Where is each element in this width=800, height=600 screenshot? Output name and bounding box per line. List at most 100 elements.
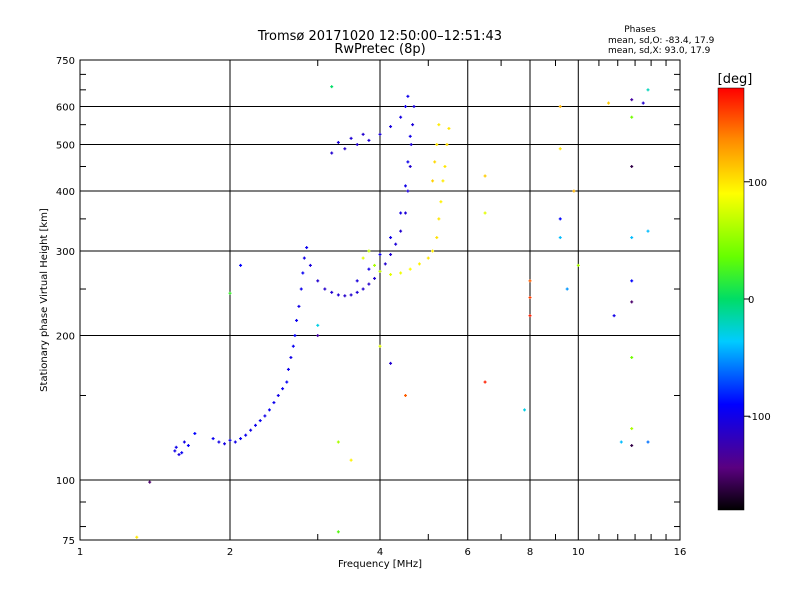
x-axis: 1 2 4 6 8 10 16 xyxy=(77,60,687,558)
data-point xyxy=(399,271,403,275)
data-point xyxy=(408,267,412,271)
colorbar xyxy=(717,87,745,511)
data-point xyxy=(378,269,382,273)
y-tick-label: 75 xyxy=(62,536,75,547)
data-point xyxy=(186,444,190,448)
data-point xyxy=(173,449,177,453)
data-point xyxy=(630,236,634,240)
phases-o-stats: mean, sd,O: -83.4, 17.9 xyxy=(608,36,715,46)
data-point xyxy=(619,440,623,444)
data-point xyxy=(378,344,382,348)
data-point xyxy=(389,273,393,277)
data-point xyxy=(286,367,290,371)
phases-header: Phases xyxy=(624,25,656,35)
data-point xyxy=(349,458,353,462)
data-point xyxy=(182,440,186,444)
data-point xyxy=(431,179,435,183)
x-tick-label: 2 xyxy=(227,547,233,558)
data-point xyxy=(565,287,569,291)
data-point xyxy=(417,262,421,266)
data-point xyxy=(244,433,248,437)
data-point xyxy=(399,229,403,233)
data-point xyxy=(323,287,327,291)
x-tick-label: 4 xyxy=(377,547,383,558)
grid xyxy=(80,60,680,540)
data-point xyxy=(373,276,377,280)
data-point xyxy=(439,200,443,204)
data-point xyxy=(409,143,413,147)
data-point xyxy=(361,287,365,291)
data-point xyxy=(308,263,312,267)
data-point xyxy=(426,256,430,260)
data-point xyxy=(343,147,347,151)
data-point xyxy=(299,287,303,291)
data-point xyxy=(630,444,634,448)
data-point xyxy=(399,115,403,119)
data-point xyxy=(412,105,416,109)
data-point xyxy=(249,428,253,432)
data-point xyxy=(239,437,243,441)
data-point xyxy=(174,445,178,449)
data-point xyxy=(394,242,398,246)
colorbar-tick-label: 100 xyxy=(748,178,767,189)
chart-title: Tromsø 20171020 12:50:00–12:51:43 xyxy=(257,29,502,44)
data-point xyxy=(630,115,634,119)
data-point xyxy=(293,334,297,338)
data-point xyxy=(316,323,320,327)
data-point xyxy=(367,267,371,271)
data-point xyxy=(355,143,359,147)
x-tick-label: 10 xyxy=(572,547,585,558)
y-tick-label: 400 xyxy=(56,187,75,198)
data-point xyxy=(355,290,359,294)
colorbar-tick-label: 0 xyxy=(748,295,754,306)
data-point xyxy=(285,380,289,384)
data-point xyxy=(330,151,334,155)
data-point xyxy=(223,442,227,446)
data-point xyxy=(437,123,441,127)
data-point xyxy=(316,279,320,283)
data-point xyxy=(135,535,139,539)
data-point xyxy=(305,246,309,250)
data-point xyxy=(389,125,393,129)
data-point xyxy=(433,160,437,164)
data-point xyxy=(406,160,410,164)
data-point xyxy=(558,147,562,151)
data-point xyxy=(180,451,184,455)
data-point xyxy=(443,164,447,168)
y-tick-label: 200 xyxy=(56,332,75,343)
data-point xyxy=(646,440,650,444)
data-point xyxy=(389,361,393,365)
data-point xyxy=(441,179,445,183)
data-point xyxy=(630,98,634,102)
data-point xyxy=(193,432,197,436)
data-point xyxy=(483,174,487,178)
data-point xyxy=(406,94,410,98)
data-point xyxy=(558,217,562,221)
data-point xyxy=(383,262,387,266)
data-point xyxy=(177,453,181,457)
plot-frame xyxy=(79,59,681,541)
data-point xyxy=(336,140,340,144)
data-point xyxy=(301,271,305,275)
data-point xyxy=(349,136,353,140)
data-point xyxy=(336,440,340,444)
colorbar-label: [deg] xyxy=(718,72,753,87)
x-tick-label: 16 xyxy=(674,547,687,558)
data-point xyxy=(361,256,365,260)
colorbar-tick-label: -100 xyxy=(748,412,771,423)
data-point xyxy=(630,300,634,304)
data-point xyxy=(361,132,365,136)
data-point xyxy=(408,164,412,168)
data-point xyxy=(528,314,532,318)
data-point xyxy=(523,408,527,412)
data-points xyxy=(135,85,650,539)
data-point xyxy=(435,236,439,240)
data-point xyxy=(612,314,616,318)
data-point xyxy=(607,101,611,105)
data-point xyxy=(378,132,382,136)
data-point xyxy=(267,408,271,412)
data-point xyxy=(228,438,232,442)
y-axis: 75 100 200 300 400 500 600 750 xyxy=(56,56,680,547)
y-tick-label: 500 xyxy=(56,141,75,152)
